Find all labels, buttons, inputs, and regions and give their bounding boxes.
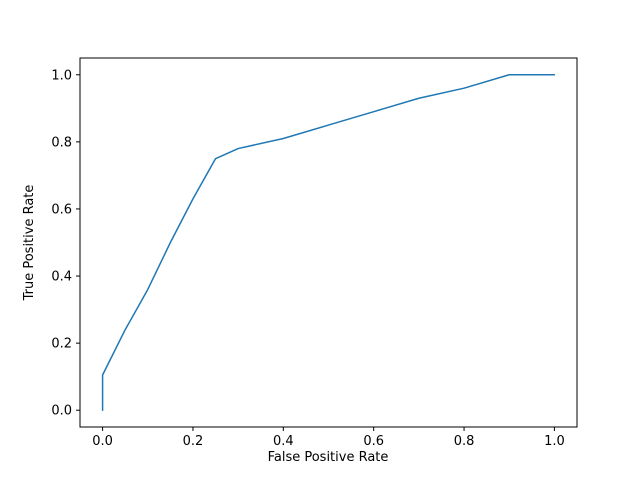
y-tick-label: 0.4 (51, 270, 72, 285)
y-tick-label: 0.6 (51, 202, 72, 217)
y-tick-label: 0.2 (51, 337, 72, 352)
x-tick-label: 0.0 (92, 434, 113, 449)
x-tick-label: 0.2 (183, 434, 204, 449)
x-tick-label: 0.4 (273, 434, 294, 449)
x-tick-label: 1.0 (544, 434, 565, 449)
x-tick-label: 0.8 (454, 434, 475, 449)
x-tick-label: 0.6 (363, 434, 384, 449)
axes-spines (79, 57, 578, 428)
plot-area: 0.0 0.2 0.4 0.6 0.8 1.0 0.0 0.2 0.4 0.6 0.8 1.0 (51, 57, 578, 449)
y-tick-label: 0.0 (51, 404, 72, 419)
roc-curve-line (101, 74, 556, 411)
y-tick-label: 0.8 (51, 135, 72, 150)
x-axis-label: False Positive Rate (268, 450, 389, 465)
y-tick-label: 1.0 (51, 68, 72, 83)
y-axis-label: True Positive Rate (22, 185, 37, 302)
